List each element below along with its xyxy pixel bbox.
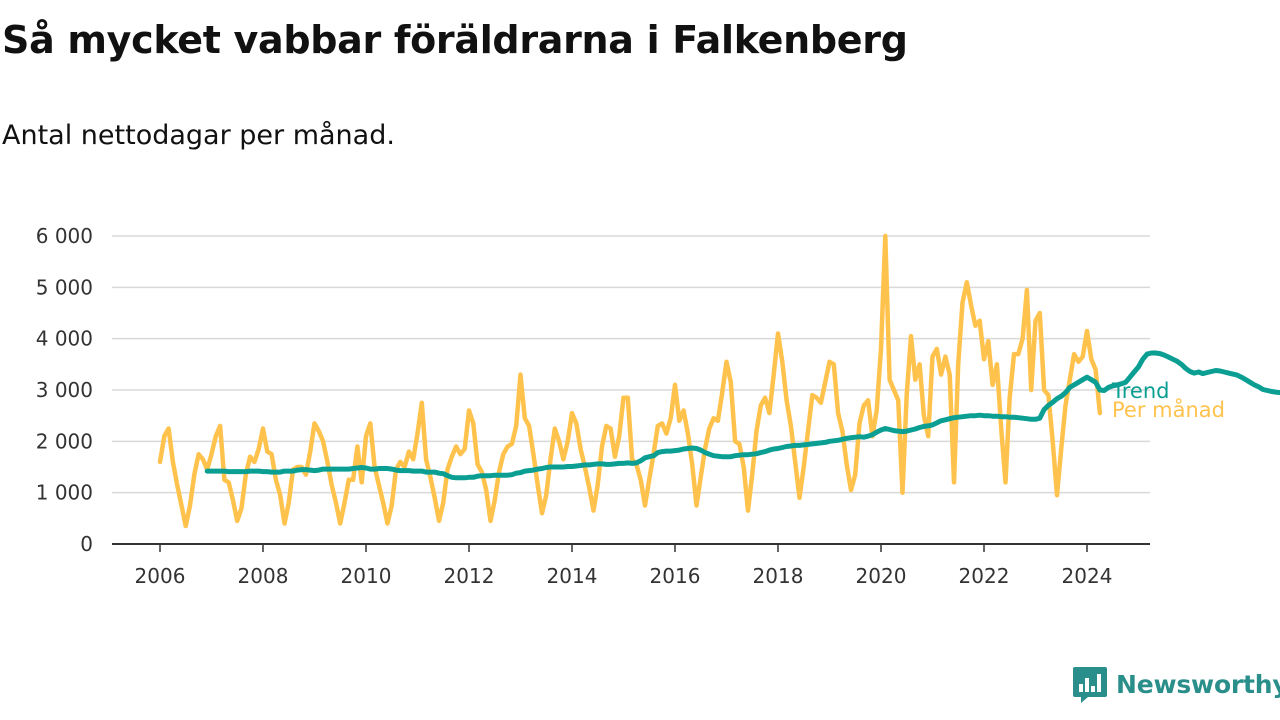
x-tick-label: 2010 bbox=[341, 564, 392, 588]
newsworthy-bar-chart-icon bbox=[1073, 667, 1107, 703]
y-tick-label: 6 000 bbox=[36, 224, 93, 248]
x-tick-label: 2012 bbox=[444, 564, 495, 588]
y-tick-label: 3 000 bbox=[36, 378, 93, 402]
x-tick-label: 2020 bbox=[856, 564, 907, 588]
series-label-trend: Trend bbox=[1111, 379, 1169, 403]
x-tick-label: 2022 bbox=[959, 564, 1010, 588]
x-tick-label: 2024 bbox=[1062, 564, 1113, 588]
y-tick-label: 1 000 bbox=[36, 481, 93, 505]
x-axis-ticks: 2006 2008 2010 2012 2014 2016 2018 2020 2022 2024 bbox=[135, 544, 1113, 588]
x-tick-label: 2008 bbox=[238, 564, 289, 588]
x-tick-label: 2018 bbox=[753, 564, 804, 588]
x-tick-label: 2014 bbox=[547, 564, 598, 588]
y-tick-label: 5 000 bbox=[36, 275, 93, 299]
chart-subtitle: Antal nettodagar per månad. bbox=[2, 120, 395, 151]
chart-title: Så mycket vabbar föräldrarna i Falkenber… bbox=[2, 18, 908, 62]
x-tick-label: 2006 bbox=[135, 564, 186, 588]
series-label-per-manad: Per månad bbox=[1112, 397, 1225, 422]
y-tick-label: 2 000 bbox=[36, 429, 93, 453]
series-trend-line bbox=[204, 350, 1280, 481]
y-tick-label: 0 bbox=[80, 532, 93, 556]
y-tick-label: 4 000 bbox=[36, 327, 93, 351]
x-tick-label: 2016 bbox=[650, 564, 701, 588]
series-lines bbox=[157, 233, 1280, 529]
newsworthy-logo[interactable]: Newsworthy bbox=[1072, 664, 1280, 704]
series-per-manad-line bbox=[157, 233, 1103, 529]
y-axis-ticks: 0 1 000 2 000 3 000 4 000 5 000 6 000 bbox=[36, 224, 93, 556]
gridlines bbox=[112, 235, 1150, 494]
brand-name: Newsworthy bbox=[1116, 669, 1280, 699]
